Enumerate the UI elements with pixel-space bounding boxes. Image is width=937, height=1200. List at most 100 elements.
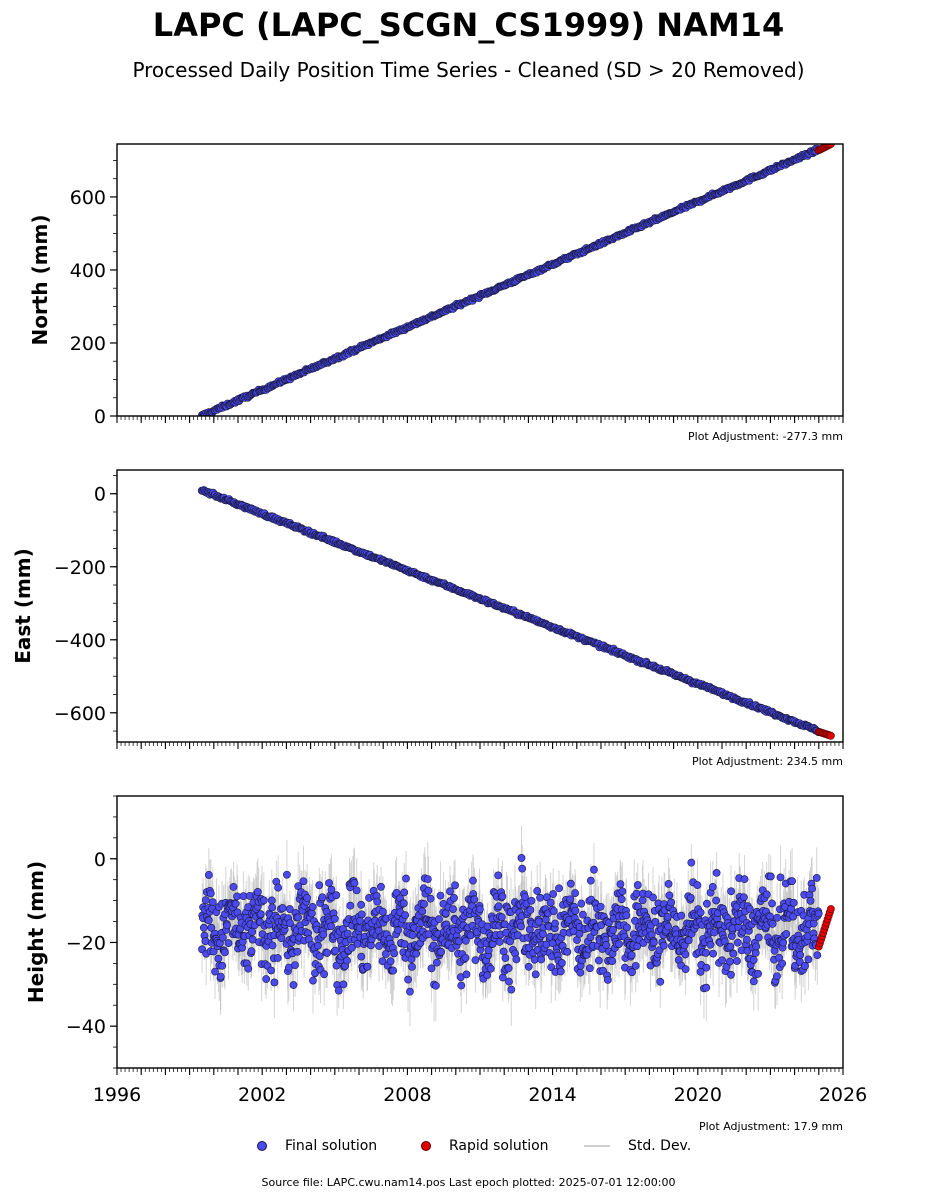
final-solution-point [209, 947, 218, 956]
final-solution-point [320, 970, 329, 979]
final-solution-point [332, 891, 341, 900]
final-solution-point [262, 975, 271, 983]
final-solution-point [267, 966, 276, 975]
final-solution-point [314, 941, 322, 950]
final-solution-point [357, 952, 366, 961]
final-solution-point [309, 976, 317, 985]
final-solution-point [303, 893, 311, 902]
final-solution-point [343, 929, 352, 938]
y-tick-label: 600 [70, 187, 106, 209]
final-solution-point [208, 898, 217, 907]
y-tick-label: −400 [54, 630, 106, 652]
final-solution-point [334, 986, 343, 995]
final-solution-point [330, 914, 339, 923]
final-solution-point [346, 901, 355, 910]
final-solution-point [315, 952, 324, 961]
plot-adjustment: Plot Adjustment: -277.3 mm [688, 430, 843, 443]
final-solution-point [308, 903, 317, 911]
final-solution-point [204, 871, 213, 879]
final-solution-point [343, 956, 351, 965]
y-tick-label: 200 [70, 333, 106, 355]
final-solution-point [216, 972, 225, 981]
final-solution-point [283, 870, 291, 879]
final-solution-point [206, 889, 215, 898]
final-solution-point [347, 943, 356, 952]
final-solution-point [248, 927, 257, 936]
final-solution-point [211, 967, 219, 976]
final-solution-point [268, 903, 277, 912]
final-solution-point [378, 907, 387, 916]
final-solution-point [270, 978, 279, 987]
final-solution-point [286, 919, 294, 927]
chart-subtitle: Processed Daily Position Time Series - C… [132, 58, 805, 82]
final-solution-point [273, 954, 282, 962]
final-solution-point [294, 913, 302, 922]
final-solution-point [377, 882, 385, 891]
final-solution-point [307, 909, 316, 918]
final-solution-point [352, 886, 361, 895]
y-axis-label: East (mm) [11, 548, 35, 664]
final-solution-point [253, 888, 262, 896]
final-solution-point [327, 922, 336, 931]
chart-title: LAPC (LAPC_SCGN_CS1999) NAM14 [152, 6, 785, 44]
y-tick-label: 0 [94, 484, 106, 506]
data-layer-2 [198, 825, 835, 1027]
final-solution-point [291, 961, 299, 970]
final-solution-point [378, 957, 387, 966]
final-solution-point [278, 904, 287, 912]
final-solution-point [218, 933, 227, 942]
final-solution-point [267, 896, 276, 905]
final-solution-point [327, 885, 336, 894]
final-solution-point [339, 980, 348, 989]
final-solution-point [256, 910, 265, 919]
final-solution-point [244, 964, 253, 973]
final-solution-point [357, 900, 366, 909]
final-solution-point [363, 962, 372, 971]
final-solution-point [224, 939, 233, 947]
final-solution-point [274, 883, 283, 892]
panel-1: −600 −400 −200 0 East (mm) Plot Adjustment: 2… [11, 469, 844, 768]
final-solution-point [318, 893, 327, 902]
y-tick-label: 400 [70, 260, 106, 282]
final-solution-point [201, 937, 210, 945]
final-solution-point [268, 941, 277, 950]
data-layer-0 [198, 144, 835, 416]
data-layer-1 [197, 486, 835, 740]
rapid-solution-point [827, 144, 835, 148]
final-solution-point [293, 947, 302, 956]
final-solution-point [229, 882, 238, 891]
final-solution-point [285, 905, 294, 913]
final-solution-point [207, 923, 216, 932]
rapid-solution-point [827, 731, 835, 740]
panel-0: 0 200 400 600 North (mm) Plot Adjustment: -27… [28, 143, 844, 443]
final-solution-point [214, 954, 223, 963]
y-tick-label: −200 [54, 557, 106, 579]
final-solution-point [201, 896, 210, 905]
final-solution-point [299, 877, 308, 886]
final-solution-point [247, 947, 256, 956]
final-solution-point [199, 923, 208, 932]
final-solution-point [231, 899, 240, 908]
final-solution-point [375, 942, 383, 950]
final-solution-point [220, 948, 229, 957]
final-solution-point [350, 879, 359, 887]
plot-adjustment: Plot Adjustment: 234.5 mm [692, 755, 843, 768]
y-tick-label: 0 [94, 406, 106, 428]
final-solution-point [319, 930, 328, 939]
final-solution-point [218, 961, 227, 970]
final-solution-point [315, 881, 324, 890]
final-solution-point [277, 934, 286, 943]
y-tick-label: −600 [54, 703, 106, 725]
final-solution-point [259, 896, 268, 905]
final-solution-point [289, 981, 298, 989]
final-solution-point [373, 897, 382, 906]
final-solution-point [325, 879, 333, 887]
y-axis-label: North (mm) [28, 214, 52, 345]
final-solution-point [223, 921, 231, 930]
final-solution-point [323, 949, 331, 957]
final-solution-point [331, 946, 340, 955]
final-solution-point [332, 961, 341, 970]
final-solution-point [357, 910, 366, 919]
